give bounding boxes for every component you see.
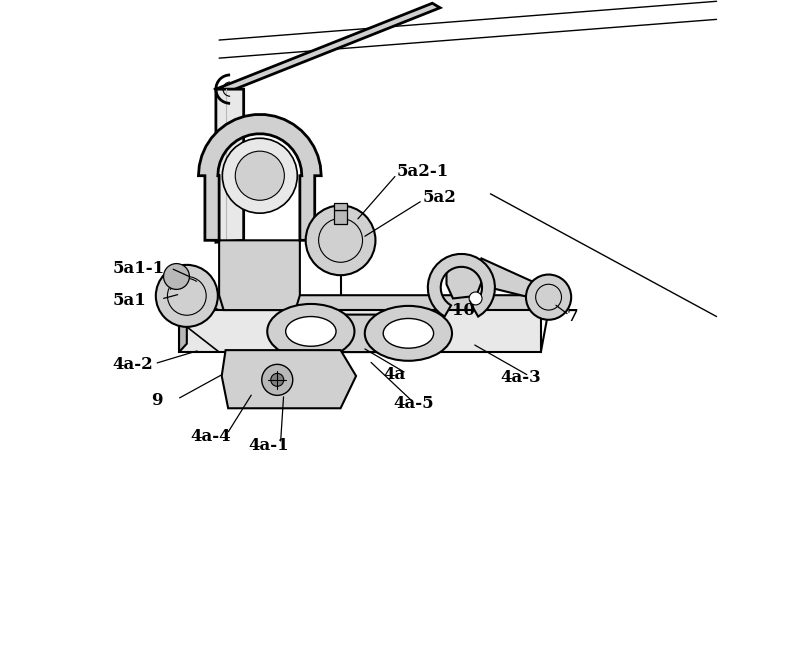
- Text: 4a-2: 4a-2: [113, 357, 154, 373]
- Text: 5a1-1: 5a1-1: [113, 260, 165, 276]
- Polygon shape: [446, 258, 482, 298]
- Text: 7: 7: [566, 308, 578, 325]
- Text: 5a2-1: 5a2-1: [397, 163, 449, 180]
- Circle shape: [306, 205, 375, 275]
- Polygon shape: [334, 203, 347, 210]
- Text: 9: 9: [151, 392, 162, 409]
- Circle shape: [526, 275, 571, 320]
- Polygon shape: [290, 315, 429, 352]
- Polygon shape: [428, 254, 495, 317]
- Circle shape: [235, 151, 284, 200]
- Circle shape: [270, 373, 284, 386]
- Circle shape: [469, 292, 482, 305]
- Ellipse shape: [286, 317, 336, 346]
- Text: 4a-4: 4a-4: [190, 428, 230, 444]
- Polygon shape: [216, 3, 440, 94]
- Polygon shape: [219, 240, 300, 310]
- Circle shape: [222, 138, 298, 213]
- Text: 4a-1: 4a-1: [248, 437, 289, 454]
- Circle shape: [163, 264, 190, 289]
- Text: 4a-5: 4a-5: [394, 395, 434, 412]
- Polygon shape: [179, 295, 187, 352]
- Text: 4a-3: 4a-3: [500, 370, 541, 386]
- Circle shape: [262, 364, 293, 395]
- Polygon shape: [334, 210, 347, 224]
- Polygon shape: [476, 258, 550, 301]
- Text: 5a2: 5a2: [422, 189, 457, 205]
- Polygon shape: [179, 310, 541, 352]
- Ellipse shape: [365, 306, 452, 360]
- Text: 4a: 4a: [384, 366, 406, 383]
- Ellipse shape: [267, 304, 354, 359]
- Polygon shape: [179, 295, 541, 310]
- Polygon shape: [198, 114, 321, 240]
- Ellipse shape: [383, 318, 434, 348]
- Polygon shape: [222, 350, 356, 408]
- Text: 5a1: 5a1: [113, 292, 146, 309]
- Polygon shape: [216, 89, 244, 242]
- Circle shape: [156, 265, 218, 327]
- Text: 10: 10: [452, 302, 474, 318]
